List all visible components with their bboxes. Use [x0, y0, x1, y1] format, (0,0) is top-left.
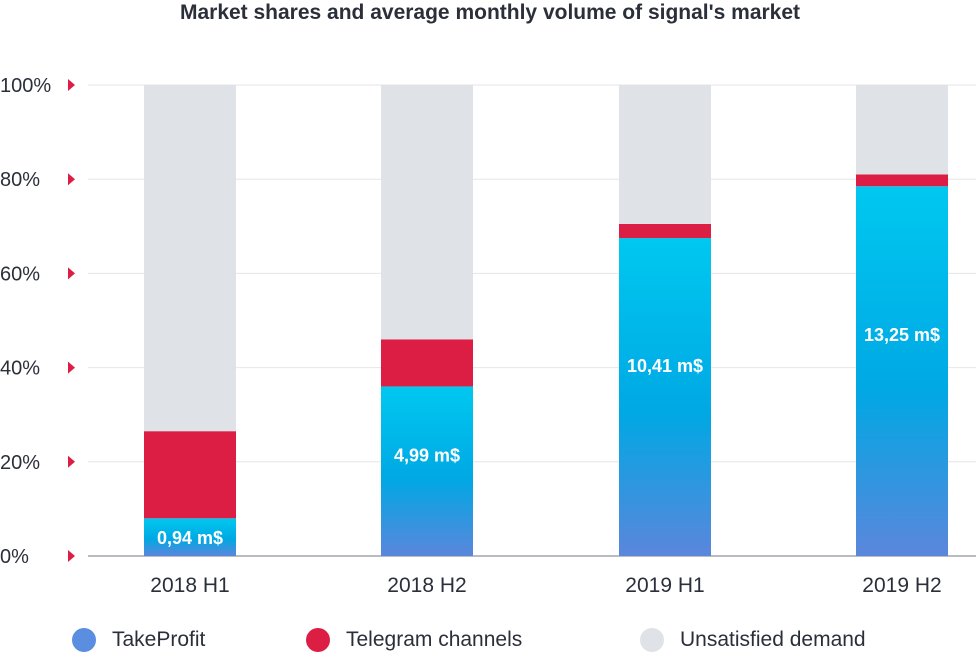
y-tick-label: 40% — [0, 358, 40, 380]
bar-unsatisfied — [381, 85, 473, 340]
bar-takeprofit — [381, 386, 473, 556]
y-tick-label: 100% — [0, 75, 51, 97]
bar-takeprofit — [619, 238, 711, 556]
x-tick-label: 2018 H1 — [150, 574, 229, 597]
legend-label-takeprofit: TakeProfit — [112, 628, 206, 651]
x-tick-label: 2019 H1 — [625, 574, 704, 597]
y-tick-label: 20% — [0, 452, 40, 474]
y-tick-marker — [68, 455, 75, 468]
bars — [144, 85, 948, 556]
bar-unsatisfied — [144, 85, 236, 432]
y-tick-marker — [68, 361, 75, 374]
bar-takeprofit — [856, 186, 948, 556]
x-tick-label: 2019 H2 — [862, 574, 941, 597]
legend-item-unsatisfied: Unsatisfied demand — [640, 628, 866, 652]
bar-takeprofit — [144, 518, 236, 556]
bar-unsatisfied — [856, 85, 948, 175]
stacked-bar-chart: 0% 20% 40% 60% 80% 100% 0,94 m$ 4,99 m$ 10,41 m… — [0, 75, 976, 597]
y-tick-marker — [68, 79, 75, 91]
bar-telegram — [856, 174, 948, 187]
legend-item-telegram: Telegram channels — [306, 628, 522, 652]
legend-label-unsatisfied: Unsatisfied demand — [680, 628, 866, 651]
chart-title: Market shares and average monthly volume… — [179, 1, 801, 24]
data-label: 13,25 m$ — [864, 325, 940, 345]
y-tick-label: 60% — [0, 263, 40, 285]
legend-label-telegram: Telegram channels — [346, 628, 523, 651]
data-label: 10,41 m$ — [627, 356, 703, 376]
bar-telegram — [144, 431, 236, 519]
bar-unsatisfied — [619, 85, 711, 224]
data-labels: 0,94 m$ 4,99 m$ 10,41 m$ 13,25 m$ — [157, 325, 940, 548]
legend-swatch-telegram — [306, 628, 330, 652]
bar-telegram — [381, 339, 473, 387]
y-tick-label: 0% — [0, 546, 29, 568]
bar-telegram — [619, 223, 711, 239]
data-label: 0,94 m$ — [157, 528, 223, 548]
y-tick-marker — [68, 550, 75, 562]
y-tick-marker — [68, 267, 75, 280]
y-axis: 0% 20% 40% 60% 80% 100% — [0, 75, 75, 568]
legend: TakeProfit Telegram channels Unsatisfied… — [0, 628, 980, 664]
legend-swatch-takeprofit — [72, 628, 96, 652]
x-axis: 2018 H1 2018 H2 2019 H1 2019 H2 — [150, 574, 941, 597]
legend-item-takeprofit: TakeProfit — [72, 628, 205, 652]
y-tick-marker — [68, 173, 75, 186]
legend-swatch-unsatisfied — [640, 628, 664, 652]
y-tick-label: 80% — [0, 169, 40, 191]
data-label: 4,99 m$ — [394, 445, 460, 465]
x-tick-label: 2018 H2 — [387, 574, 466, 597]
